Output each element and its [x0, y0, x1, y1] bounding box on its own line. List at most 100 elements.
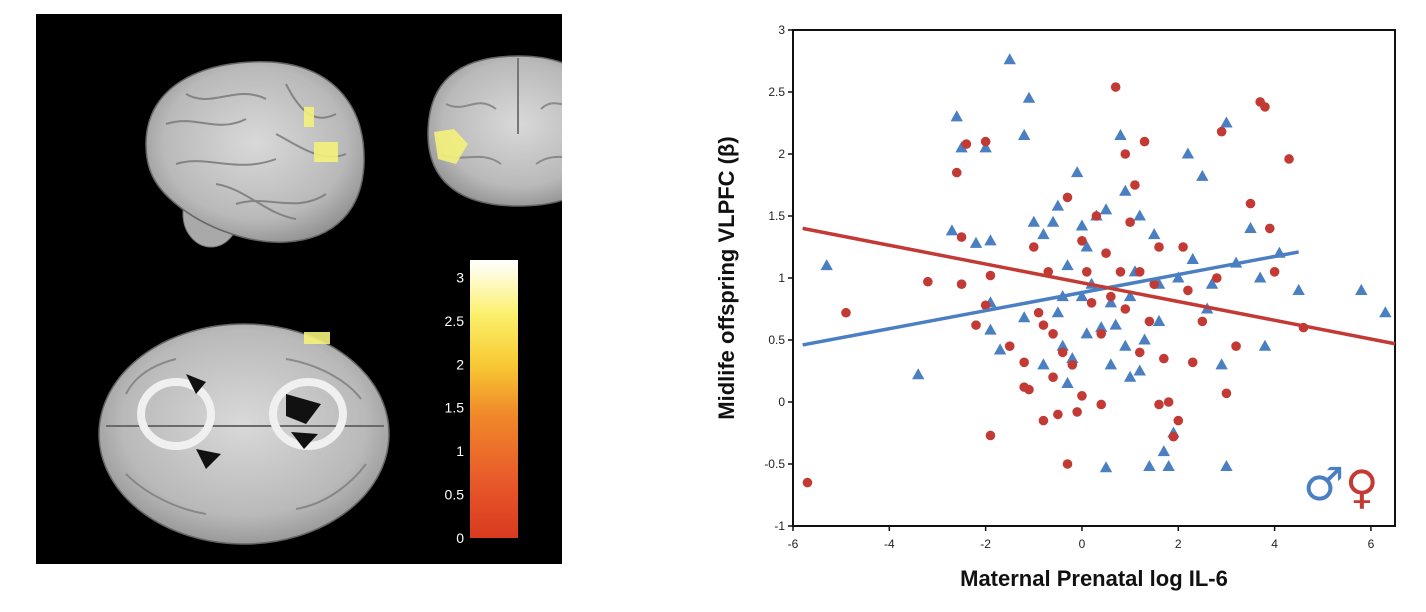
- y-tick-label: 1: [778, 271, 785, 285]
- female-data-point: [1284, 154, 1294, 164]
- sagittal-view: [145, 61, 365, 248]
- female-data-point: [1168, 431, 1179, 442]
- female-fit-line: [802, 226, 1396, 346]
- female-data-point: [1120, 149, 1131, 159]
- male-data-point: [1080, 240, 1093, 252]
- female-data-point: [1154, 242, 1164, 252]
- colorbar-ticks: 3 2.5 2 1.5 1 0.5 0: [445, 269, 465, 546]
- female-data-point: [951, 167, 962, 178]
- female-data-point: [1057, 347, 1068, 358]
- colorbar-tick-label: 2: [456, 356, 464, 372]
- female-data-point: [1048, 372, 1058, 383]
- male-data-point: [1157, 445, 1171, 457]
- female-symbol-icon: ♀: [1345, 460, 1379, 514]
- male-data-point: [984, 323, 997, 335]
- male-data-point: [1109, 318, 1122, 330]
- y-tick-label: 0: [778, 395, 785, 409]
- male-data-point: [1075, 219, 1089, 231]
- male-data-point: [1066, 352, 1079, 364]
- male-data-point: [993, 343, 1007, 355]
- fit-lines: [802, 226, 1396, 347]
- y-tick-label: -0.5: [764, 457, 785, 471]
- female-data-point: [1062, 192, 1073, 203]
- female-data-point: [1149, 279, 1159, 290]
- female-data-point: [1269, 267, 1280, 277]
- plot-frame: [792, 29, 1396, 527]
- female-data-point: [1096, 329, 1107, 339]
- male-data-point: [1017, 128, 1031, 140]
- female-data-point: [1101, 248, 1111, 258]
- female-data-point: [1216, 126, 1227, 137]
- male-data-point: [1133, 364, 1146, 376]
- female-data-point: [1173, 415, 1184, 426]
- male-data-point: [1099, 461, 1113, 473]
- x-tick-label: 4: [1271, 537, 1278, 551]
- colorbar-tick-label: 2.5: [445, 313, 465, 329]
- male-data-point: [979, 141, 992, 153]
- male-data-point: [1292, 283, 1305, 295]
- female-data-point: [1144, 316, 1155, 327]
- female-data-point: [1197, 316, 1208, 327]
- x-tick-label: -4: [884, 537, 895, 551]
- male-data-point: [1152, 314, 1166, 326]
- male-symbol-icon: ♂: [1303, 457, 1344, 511]
- female-data-point: [1038, 415, 1049, 426]
- x-tick-label: -2: [980, 537, 991, 551]
- male-data-point: [820, 259, 833, 271]
- male-data-point: [1022, 91, 1036, 103]
- male-data-point: [1143, 459, 1156, 472]
- male-data-point: [912, 368, 925, 380]
- female-data-point: [1004, 341, 1015, 352]
- female-data-point: [923, 276, 933, 287]
- female-data-point: [1231, 341, 1241, 352]
- y-tick-label: 0.5: [768, 333, 785, 347]
- female-data-point: [1159, 353, 1169, 364]
- female-data-point: [1077, 236, 1087, 246]
- male-data-point: [1220, 116, 1233, 128]
- male-data-point: [1104, 358, 1118, 370]
- male-data-point: [1051, 199, 1065, 211]
- female-data-point: [956, 232, 967, 242]
- y-tick-label: 2.5: [768, 85, 785, 99]
- female-data-point: [1096, 399, 1107, 410]
- female-data-point: [985, 270, 996, 281]
- male-data-point: [1114, 128, 1127, 140]
- male-data-point: [1017, 311, 1031, 323]
- male-data-point: [1253, 271, 1267, 283]
- female-data-point: [1038, 320, 1049, 330]
- female-data-point: [1062, 459, 1073, 469]
- male-data-point: [1119, 339, 1132, 351]
- female-data-point: [1106, 291, 1116, 302]
- male-data-point: [1148, 228, 1161, 240]
- female-data-point: [1053, 409, 1063, 420]
- female-data-point: [1178, 242, 1188, 252]
- male-data-point: [1003, 53, 1016, 65]
- male-data-point: [1104, 296, 1118, 308]
- male-data-point: [1244, 221, 1257, 233]
- female-data-point: [980, 136, 991, 147]
- x-tick-label: -6: [788, 537, 799, 551]
- male-data-point: [1119, 184, 1132, 196]
- male-data-point: [955, 141, 968, 153]
- male-data-point: [1355, 283, 1368, 295]
- female-data-point: [1029, 242, 1039, 252]
- y-tick-label: 2: [778, 147, 785, 161]
- female-data-point: [1183, 285, 1193, 296]
- female-data-point: [1115, 267, 1126, 277]
- y-tick-label: -1: [774, 519, 785, 533]
- male-data-point: [984, 234, 997, 246]
- colorbar-tick-label: 0.5: [445, 487, 465, 503]
- female-data-point: [1067, 360, 1078, 370]
- scatter-chart: -1 -0.5 0 0.5 1 1.5 2 2.5 3 -6 -4 -2 0 2 4 6 Maternal …: [700, 0, 1426, 612]
- female-data-point: [1091, 211, 1102, 221]
- male-data-point: [1123, 370, 1137, 382]
- y-axis-label: Midlife offspring VLPFC (β): [714, 136, 739, 420]
- male-data-point: [1037, 228, 1050, 240]
- male-data-point: [1258, 339, 1272, 351]
- female-data-point: [802, 477, 813, 488]
- colorbar-tick-label: 1.5: [445, 400, 465, 416]
- male-data-point: [1056, 339, 1069, 351]
- female-data-point: [956, 279, 967, 290]
- male-data-point: [1123, 290, 1137, 302]
- y-tick-label: 1.5: [768, 209, 785, 223]
